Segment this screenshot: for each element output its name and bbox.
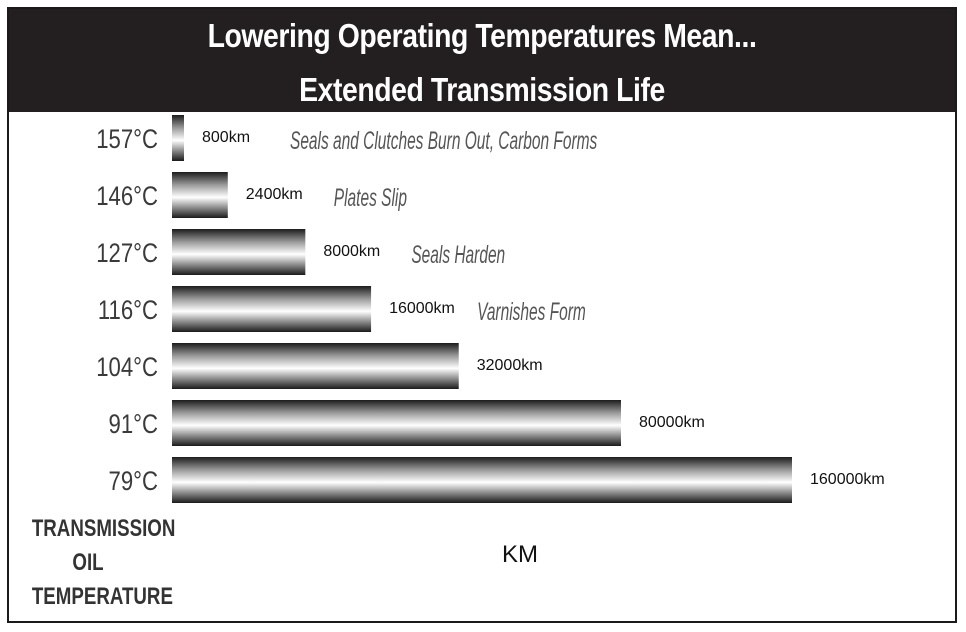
temperature-tick-label: 127°C: [96, 239, 158, 269]
temperature-tick-label: 146°C: [96, 182, 158, 212]
x-axis-label: KM: [502, 541, 538, 568]
temperature-tick-label: 104°C: [96, 353, 158, 383]
chart-header: Lowering Operating Temperatures Mean... …: [9, 9, 955, 112]
temperature-tick-label: 91°C: [109, 410, 158, 440]
chart-title-line-1: Lowering Operating Temperatures Mean...: [207, 17, 757, 54]
bar: [172, 457, 792, 503]
bar-value-label: 80000km: [639, 414, 705, 431]
bar-value-label: 16000km: [389, 300, 455, 317]
bar-value-label: 2400km: [246, 186, 303, 203]
bar-value-label: 8000km: [323, 243, 380, 260]
temperature-tick-label: 157°C: [96, 125, 158, 155]
y-axis-label-line-1: TRANSMISSION: [31, 515, 176, 542]
bar-annotation: Seals and Clutches Burn Out, Carbon Form…: [290, 127, 597, 155]
bar: [172, 286, 372, 332]
bar-annotation: Seals Harden: [411, 241, 505, 269]
y-axis-label-line-2: OIL: [72, 549, 104, 576]
bar-value-label: 32000km: [477, 357, 543, 374]
temperature-tick-label: 116°C: [98, 296, 158, 326]
bar-annotation: Plates Slip: [334, 184, 407, 212]
y-axis-label: TRANSMISSION OIL TEMPERATURE: [31, 512, 176, 614]
bar: [172, 115, 184, 161]
bar-value-label: 160000km: [810, 471, 885, 488]
bar: [172, 172, 228, 218]
bar: [172, 343, 459, 389]
bar-annotation: Varnishes Form: [477, 298, 586, 326]
bar-value-label: 800km: [202, 129, 250, 146]
chart-frame: Lowering Operating Temperatures Mean... …: [7, 7, 957, 623]
temperature-tick-label: 79°C: [109, 467, 158, 497]
y-axis-label-line-3: TEMPERATURE: [31, 583, 173, 610]
chart-title-line-2: Extended Transmission Life: [299, 71, 665, 108]
bar: [172, 400, 621, 446]
bar: [172, 229, 306, 275]
